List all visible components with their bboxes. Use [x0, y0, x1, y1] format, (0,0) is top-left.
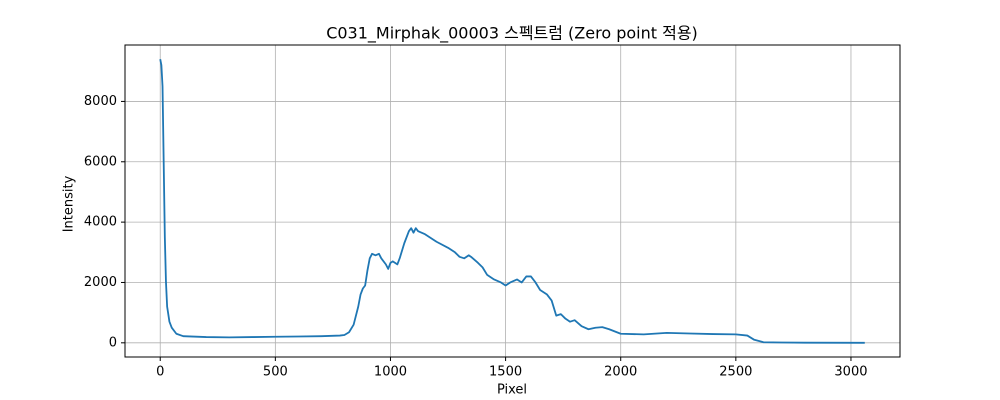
y-tick-label: 8000	[84, 94, 117, 109]
y-tick-label: 0	[109, 335, 117, 350]
x-tick-label: 1500	[489, 365, 522, 380]
y-tick-label: 2000	[84, 275, 117, 290]
chart-title: C031_Mirphak_00003 스펙트럼 (Zero point 적용)	[326, 24, 698, 44]
y-tick-label: 4000	[84, 215, 117, 230]
y-axis-label: Intensity	[62, 175, 77, 232]
x-axis-label: Pixel	[497, 383, 527, 398]
x-tick-label: 500	[263, 365, 288, 380]
x-tick-label: 2000	[604, 365, 637, 380]
data-line	[159, 59, 865, 344]
y-tick-label: 6000	[84, 154, 117, 169]
x-tick-label: 3000	[834, 365, 867, 380]
plot-frame	[124, 44, 901, 358]
x-tick-label: 0	[156, 365, 164, 380]
x-tick-label: 2500	[719, 365, 752, 380]
x-tick-label: 1000	[374, 365, 407, 380]
